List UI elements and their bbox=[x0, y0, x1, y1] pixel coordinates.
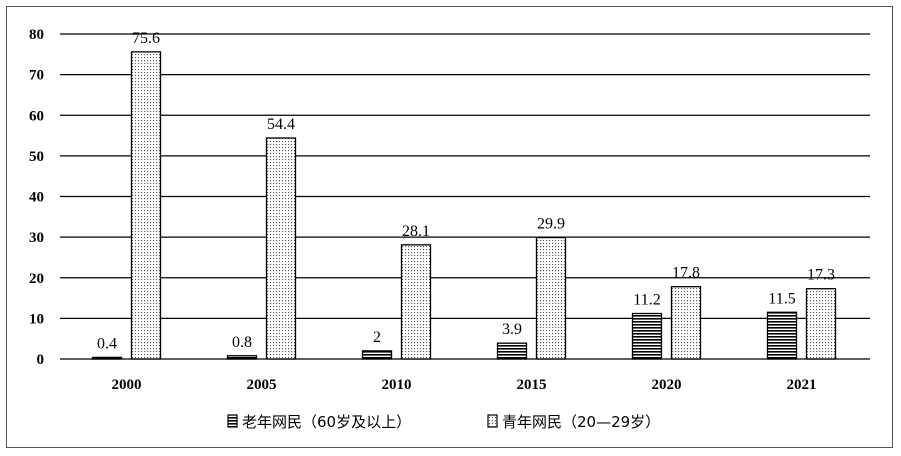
data-label: 0.4 bbox=[97, 335, 117, 352]
bar-elderly-2000 bbox=[91, 356, 123, 360]
y-tick-label: 80 bbox=[29, 27, 44, 43]
bar-elderly-2020 bbox=[631, 312, 663, 360]
x-axis-ticks: 2000 2005 2010 2015 2020 2021 bbox=[112, 377, 817, 393]
x-tick-label: 2000 bbox=[112, 377, 142, 393]
data-label: 2 bbox=[373, 329, 381, 346]
y-tick-label: 10 bbox=[29, 311, 44, 327]
data-label: 17.8 bbox=[672, 265, 700, 282]
bar-elderly-2021 bbox=[766, 311, 798, 360]
data-label: 0.8 bbox=[232, 334, 252, 351]
x-tick-label: 2010 bbox=[382, 377, 412, 393]
legend-swatch bbox=[487, 414, 498, 428]
y-tick-label: 60 bbox=[29, 108, 44, 124]
data-label: 17.3 bbox=[807, 267, 835, 284]
x-tick-label: 2015 bbox=[517, 377, 547, 393]
gridlines bbox=[60, 33, 870, 360]
data-label: 11.2 bbox=[633, 292, 660, 309]
legend-label: 青年网民（20—29岁） bbox=[502, 413, 660, 431]
bar-youth-2021 bbox=[805, 288, 837, 360]
y-tick-label: 50 bbox=[29, 149, 44, 165]
bar-youth-2020 bbox=[670, 286, 702, 360]
data-label: 28.1 bbox=[402, 223, 430, 240]
y-tick-label: 30 bbox=[29, 230, 44, 246]
bar-youth-2010 bbox=[400, 244, 432, 360]
data-labels: 0.4 75.6 0.8 54.4 2 28.1 3.9 29.9 11.2 17.8 11.5 17… bbox=[97, 30, 835, 353]
data-label: 75.6 bbox=[132, 30, 160, 47]
y-tick-label: 70 bbox=[29, 68, 44, 84]
bar-elderly-2015 bbox=[496, 342, 528, 360]
x-tick-label: 2020 bbox=[652, 377, 682, 393]
bars bbox=[91, 51, 837, 360]
legend-label: 老年网民（60岁及以上） bbox=[242, 413, 411, 431]
data-label: 29.9 bbox=[537, 216, 565, 233]
data-label: 11.5 bbox=[768, 290, 795, 307]
x-tick-label: 2005 bbox=[247, 377, 277, 393]
y-axis-ticks: 0 10 20 30 40 50 60 70 80 bbox=[29, 27, 44, 368]
y-tick-label: 0 bbox=[37, 352, 45, 368]
bar-elderly-2010 bbox=[361, 350, 393, 360]
x-tick-label: 2021 bbox=[787, 377, 817, 393]
data-label: 3.9 bbox=[502, 321, 522, 338]
data-label: 54.4 bbox=[267, 116, 295, 133]
legend-swatch bbox=[227, 414, 238, 428]
bar-elderly-2005 bbox=[226, 355, 258, 360]
bar-youth-2000 bbox=[130, 51, 162, 360]
y-tick-label: 20 bbox=[29, 271, 44, 287]
legend: 老年网民（60岁及以上） 青年网民（20—29岁） bbox=[227, 413, 660, 431]
bar-youth-2005 bbox=[265, 137, 297, 360]
y-tick-label: 40 bbox=[29, 190, 44, 206]
bar-youth-2015 bbox=[535, 236, 567, 360]
